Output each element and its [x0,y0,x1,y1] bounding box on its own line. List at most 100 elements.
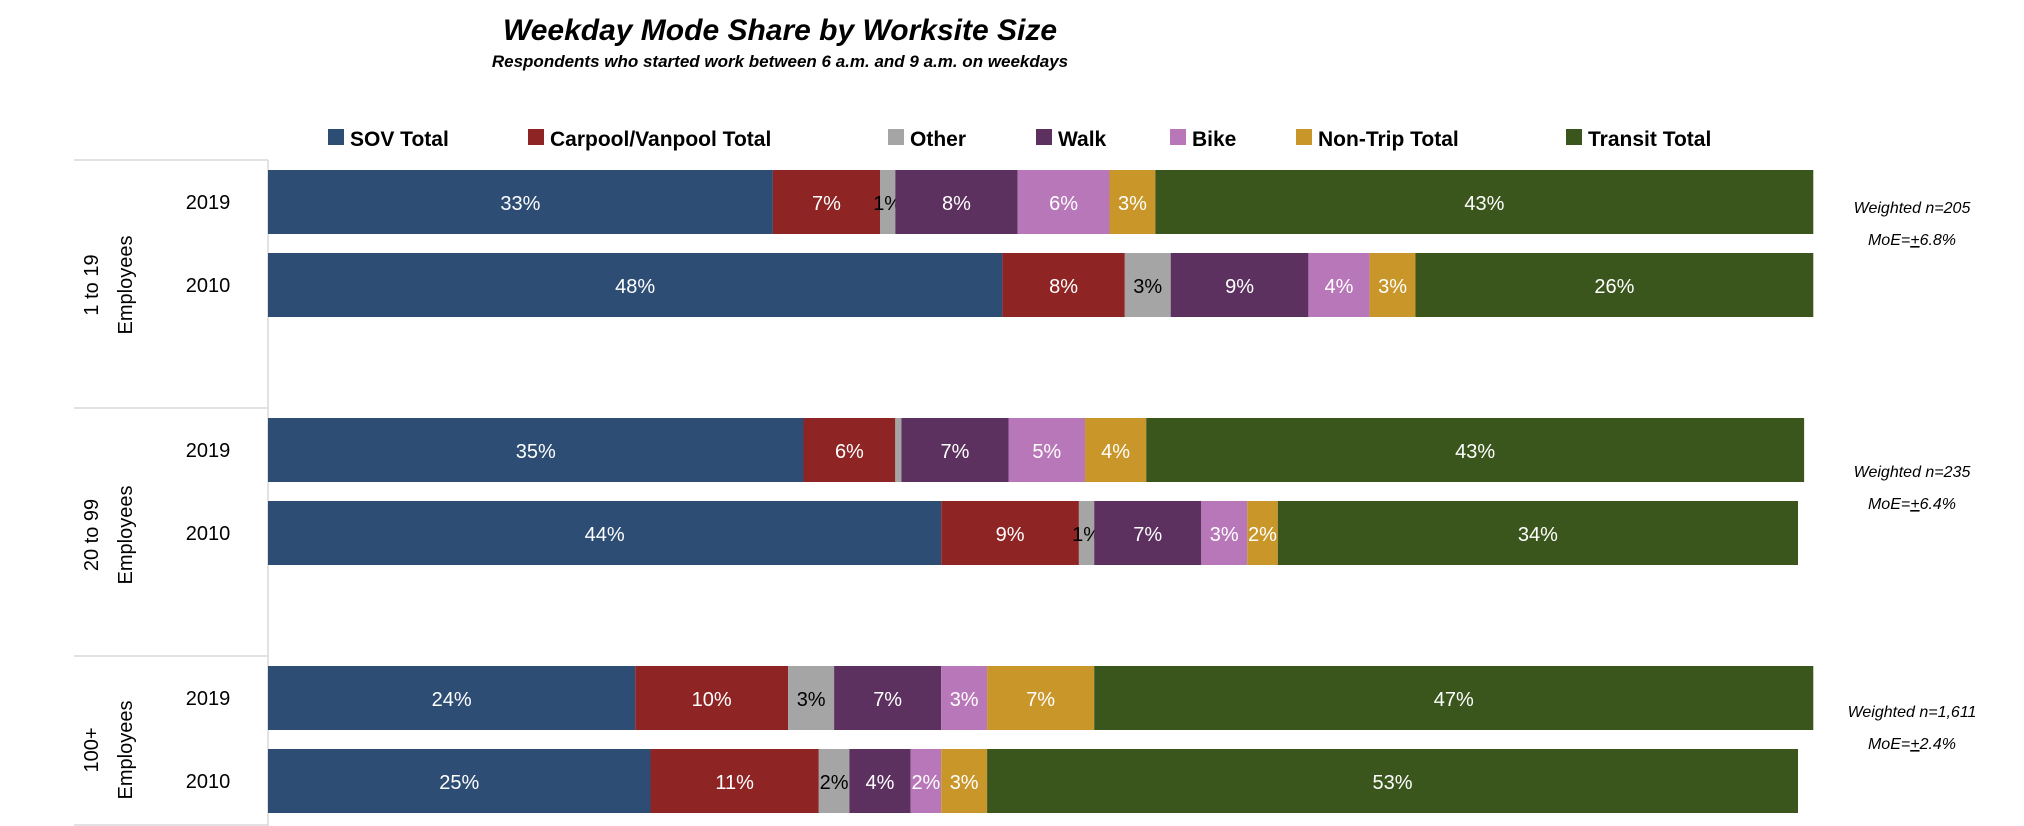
legend-swatch-4 [1170,129,1186,145]
data-label: 1% [1072,524,1101,546]
group-label-0: 1 to 19 [81,254,103,315]
bar-segment-sov-total [268,501,942,565]
legend-swatch-6 [1566,129,1582,145]
data-label: 4% [1101,441,1130,463]
data-label: 24% [432,689,472,711]
data-label: 44% [585,524,625,546]
bar-segment-walk [1094,501,1202,565]
legend-label-4: Bike [1192,128,1236,151]
data-label: 5% [1032,441,1061,463]
bar-segment-sov-total [268,666,636,730]
bar-segment-carpool-vanpool-total [941,501,1079,565]
year-label: 2019 [186,440,231,462]
sample-size-notes: Weighted n=205 MoE=+6.8% Weighted n=235 MoE… [1848,200,1977,753]
bar-segment-bike [910,749,942,813]
data-label: 11% [715,772,754,794]
bar-segment-sov-total [268,749,651,813]
bar-segment-walk [834,666,942,730]
data-label: 48% [615,276,655,298]
data-label: 6% [835,441,864,463]
data-label: 4% [866,772,895,794]
group-label-2-line2: Employees [115,701,137,800]
bar-segment-non-trip-total [941,749,988,813]
data-label: 1% [873,193,902,215]
weighted-n-note: Weighted n=235 [1854,464,1971,481]
data-label: 2% [1248,524,1277,546]
legend-label-0: SOV Total [350,128,449,151]
year-label: 2010 [186,523,231,545]
data-label: 35% [516,441,556,463]
data-label: 9% [996,524,1025,546]
bar-segment-walk [849,749,911,813]
bar-segment-transit-total [987,749,1798,813]
data-label: 3% [1118,193,1147,215]
data-label: 8% [942,193,971,215]
bar-segment-carpool-vanpool-total [635,666,789,730]
data-label: 7% [941,441,970,463]
bar-segment-non-trip-total [1247,501,1278,565]
year-label: 2019 [186,688,231,710]
chart-title: Weekday Mode Share by Worksite Size [502,14,1058,47]
bar-segment-non-trip-total [1085,418,1147,482]
bar-segment-other [818,749,850,813]
bar-segment-walk [901,418,1009,482]
weighted-n-note: Weighted n=1,611 [1848,704,1977,721]
legend-label-3: Walk [1058,128,1107,151]
group-label-1: 20 to 99 [81,499,103,571]
year-label: 2010 [186,275,231,297]
chart-subtitle: Respondents who started work between 6 a… [491,52,1069,71]
bar-segment-other [788,666,835,730]
weighted-n-note: Weighted n=205 [1854,200,1971,217]
moe-note: MoE=+2.4% [1868,736,1956,753]
data-label: 2% [820,772,849,794]
group-label-1-line2: Employees [115,486,137,585]
group-label-2: 100+ [81,727,103,772]
bar-segment-walk [895,170,1018,234]
bar-segment-carpool-vanpool-total [1002,253,1125,317]
bar-segment-transit-total [1277,501,1798,565]
data-label: 3% [797,689,826,711]
data-label: 4% [1325,276,1354,298]
plot-area: 1 to 19 Employees 2019 33% 7% 1% 8% 6% 3% 43% 2010… [81,170,1814,813]
data-label: 3% [1378,276,1407,298]
legend-label-5: Non-Trip Total [1318,128,1459,151]
data-label: 6% [1049,193,1078,215]
bar-segment-sov-total [268,253,1003,317]
data-label: 33% [500,193,540,215]
data-label: 3% [1210,524,1239,546]
bar-segment-other [1078,501,1095,565]
bar-segment-transit-total [1094,666,1814,730]
moe-note: MoE=+6.8% [1868,232,1956,249]
bar-segment-walk [1170,253,1309,317]
bar-segment-bike [1017,170,1110,234]
data-label: 8% [1049,276,1078,298]
legend-label-2: Other [910,128,966,151]
bar-segment-carpool-vanpool-total [803,418,896,482]
data-label: 53% [1373,772,1413,794]
group-label-0-line2: Employees [115,236,137,335]
bar-segment-non-trip-total [1369,253,1416,317]
data-label: 34% [1518,524,1558,546]
bar-segment-bike [1008,418,1086,482]
legend: SOV Total Carpool/Vanpool Total Other Walk B… [328,128,1711,151]
data-label: 47% [1434,689,1474,711]
bar-segment-carpool-vanpool-total [772,170,880,234]
bar-segment-non-trip-total [1109,170,1156,234]
bar-segment-transit-total [1146,418,1805,482]
category-axis [74,159,269,826]
bar-segment-bike [1308,253,1370,317]
data-label: 10% [692,689,732,711]
data-label: 7% [812,193,841,215]
bar-segment-carpool-vanpool-total [650,749,819,813]
data-label: 9% [1225,276,1254,298]
legend-swatch-3 [1036,129,1052,145]
bar-segment-other [1124,253,1171,317]
bar-segment-sov-total [268,418,804,482]
bar-segment-transit-total [1415,253,1814,317]
moe-note: MoE=+6.4% [1868,496,1956,513]
bar-segment-bike [1201,501,1248,565]
data-label: 25% [439,772,479,794]
data-label: 3% [950,689,979,711]
legend-swatch-1 [528,129,544,145]
